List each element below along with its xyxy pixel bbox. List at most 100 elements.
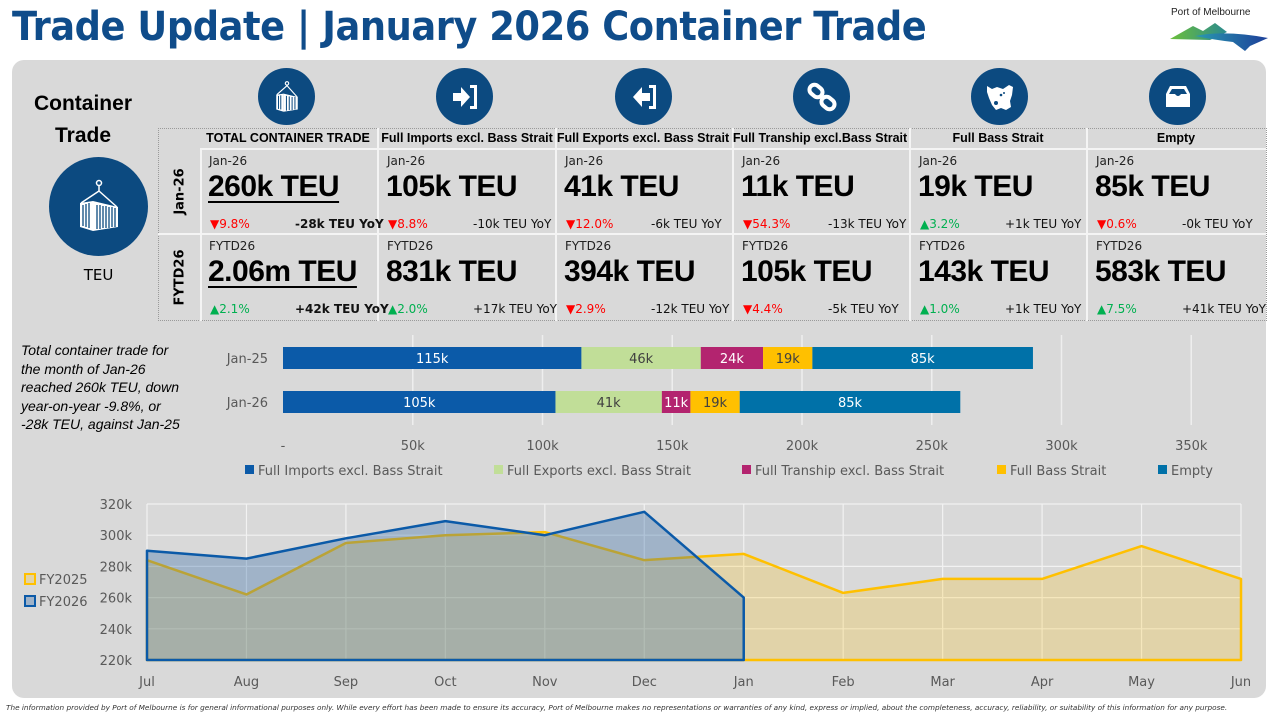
divider	[909, 128, 911, 321]
y-tick-label: 300k	[100, 529, 133, 544]
trend-down-icon: ▼	[210, 217, 220, 231]
y-tick-label: 320k	[100, 498, 133, 513]
trend-up-icon: ▲	[388, 302, 398, 316]
kpi-value: 41k TEU	[564, 170, 679, 203]
kpi-value: 2.06m TEU	[208, 255, 357, 288]
kpi-cell-month: Jan-26 85k TEU ▼0.6% -0k TEU YoY	[1088, 150, 1266, 235]
pct-value: 54.3%	[752, 217, 791, 231]
y-tick-label: 260k	[100, 592, 133, 607]
y-tick-label: 240k	[100, 623, 133, 638]
kpi-cell-fytd: FYTD26 2.06m TEU ▲2.1% +42k TEU YoY	[201, 235, 389, 320]
divider	[377, 128, 379, 321]
kpi-value: 11k TEU	[741, 170, 855, 203]
x-tick-label: 300k	[1045, 439, 1078, 454]
kpi-value: 394k TEU	[564, 255, 696, 288]
kpi-value: 105k TEU	[386, 170, 518, 203]
yoy-change: -5k TEU YoY	[828, 302, 899, 316]
bar-segment	[581, 347, 701, 369]
trend-down-icon: ▼	[743, 302, 753, 316]
yoy-change: +17k TEU YoY	[473, 302, 558, 316]
logo-text: Port of Melbourne	[1171, 7, 1251, 18]
page-title: Trade Update | January 2026 Container Tr…	[12, 4, 927, 50]
legend-label: Full Imports excl. Bass Strait	[258, 464, 443, 479]
pct-value: 8.8%	[397, 217, 428, 231]
bar-data-label: 41k	[597, 396, 622, 411]
kpi-value: 831k TEU	[386, 255, 518, 288]
kpi-cell-month: Jan-26 41k TEU ▼12.0% -6k TEU YoY	[557, 150, 732, 235]
bar-data-label: 85k	[911, 352, 936, 367]
divider	[158, 233, 1266, 235]
trend-down-icon: ▼	[1097, 217, 1107, 231]
column-header: Full Exports excl. Bass Strait	[556, 131, 730, 145]
bar-data-label: 105k	[403, 396, 436, 411]
pct-value: 12.0%	[575, 217, 614, 231]
period-label: Jan-26	[919, 154, 958, 168]
x-tick-label: Aug	[234, 675, 259, 690]
kpi-grid	[158, 128, 1267, 321]
bar-data-label: 24k	[720, 352, 745, 367]
yoy-change: +1k TEU YoY	[1005, 302, 1082, 316]
period-label: Jan-26	[209, 154, 248, 168]
dashboard-panel	[12, 60, 1266, 698]
kpi-value: 85k TEU	[1095, 170, 1210, 203]
legend-label: FY2025	[39, 573, 88, 588]
category-label: Jan-26	[226, 396, 268, 411]
period-label: FYTD26	[1096, 239, 1143, 253]
bar-data-label: 19k	[703, 396, 728, 411]
change-pct: ▲2.1%	[210, 302, 250, 316]
change-pct: ▼2.9%	[566, 302, 606, 316]
x-tick-label: 200k	[786, 439, 819, 454]
kpi-cell-fytd: FYTD26 394k TEU ▼2.9% -12k TEU YoY	[557, 235, 732, 320]
bar-segment	[555, 391, 662, 413]
legend-label: Full Tranship excl. Bass Strait	[755, 464, 944, 479]
pct-value: 2.0%	[397, 302, 428, 316]
x-tick-label: Nov	[532, 675, 558, 690]
legend-label: FY2026	[39, 595, 88, 610]
x-tick-label: 100k	[526, 439, 559, 454]
kpi-cell-month: Jan-26 19k TEU ▲3.2% +1k TEU YoY	[911, 150, 1086, 235]
bar-segment	[283, 391, 556, 413]
area-chart: 220k 240k 260k 280k 300k 320k Jul Aug Sep Oct Nov D…	[24, 498, 1251, 690]
change-pct: ▼54.3%	[743, 217, 790, 231]
yoy-change: +41k TEU YoY	[1182, 302, 1267, 316]
change-pct: ▼12.0%	[566, 217, 613, 231]
inbox-tray-icon	[1149, 68, 1206, 125]
disclaimer: The information provided by Port of Melb…	[6, 703, 1228, 712]
x-tick-label: Feb	[832, 675, 855, 690]
container-crane-icon	[258, 68, 315, 125]
y-tick-label: 280k	[100, 560, 133, 575]
pct-value: 2.1%	[219, 302, 250, 316]
kpi-value: 583k TEU	[1095, 255, 1227, 288]
divider	[200, 148, 202, 321]
chain-link-icon	[793, 68, 850, 125]
bar-data-label: 115k	[416, 352, 449, 367]
area-series-fy2026	[145, 510, 745, 662]
change-pct: ▲3.2%	[920, 217, 960, 231]
kpi-cell-fytd: FYTD26 143k TEU ▲1.0% +1k TEU YoY	[911, 235, 1086, 320]
x-tick-label: Sep	[334, 675, 359, 690]
bar-data-label: 19k	[776, 352, 801, 367]
bar-segment	[690, 391, 740, 413]
legend-swatch	[24, 573, 36, 585]
row-label-fytd: FYTD26	[172, 249, 188, 306]
x-tick-label: 350k	[1175, 439, 1208, 454]
yoy-change: -28k TEU YoY	[295, 217, 384, 231]
x-tick-label: Apr	[1031, 675, 1054, 690]
change-pct: ▼8.8%	[388, 217, 428, 231]
pct-value: 7.5%	[1106, 302, 1137, 316]
trend-up-icon: ▲	[920, 302, 930, 316]
bar-segment	[812, 347, 1033, 369]
divider	[732, 128, 734, 321]
summary-note: Total container trade for the month of J…	[21, 342, 180, 432]
period-label: FYTD26	[209, 239, 256, 253]
bar-data-label: 46k	[629, 352, 654, 367]
bar-segment	[283, 347, 582, 369]
bar-segment	[700, 347, 764, 369]
tasmania-map-icon	[971, 68, 1028, 125]
legend-swatch	[245, 465, 254, 474]
column-header: Empty	[1156, 131, 1196, 145]
pct-value: 2.9%	[575, 302, 606, 316]
pct-value: 0.6%	[1106, 217, 1137, 231]
category-label: Jan-25	[226, 352, 268, 367]
bar-segment	[661, 391, 691, 413]
